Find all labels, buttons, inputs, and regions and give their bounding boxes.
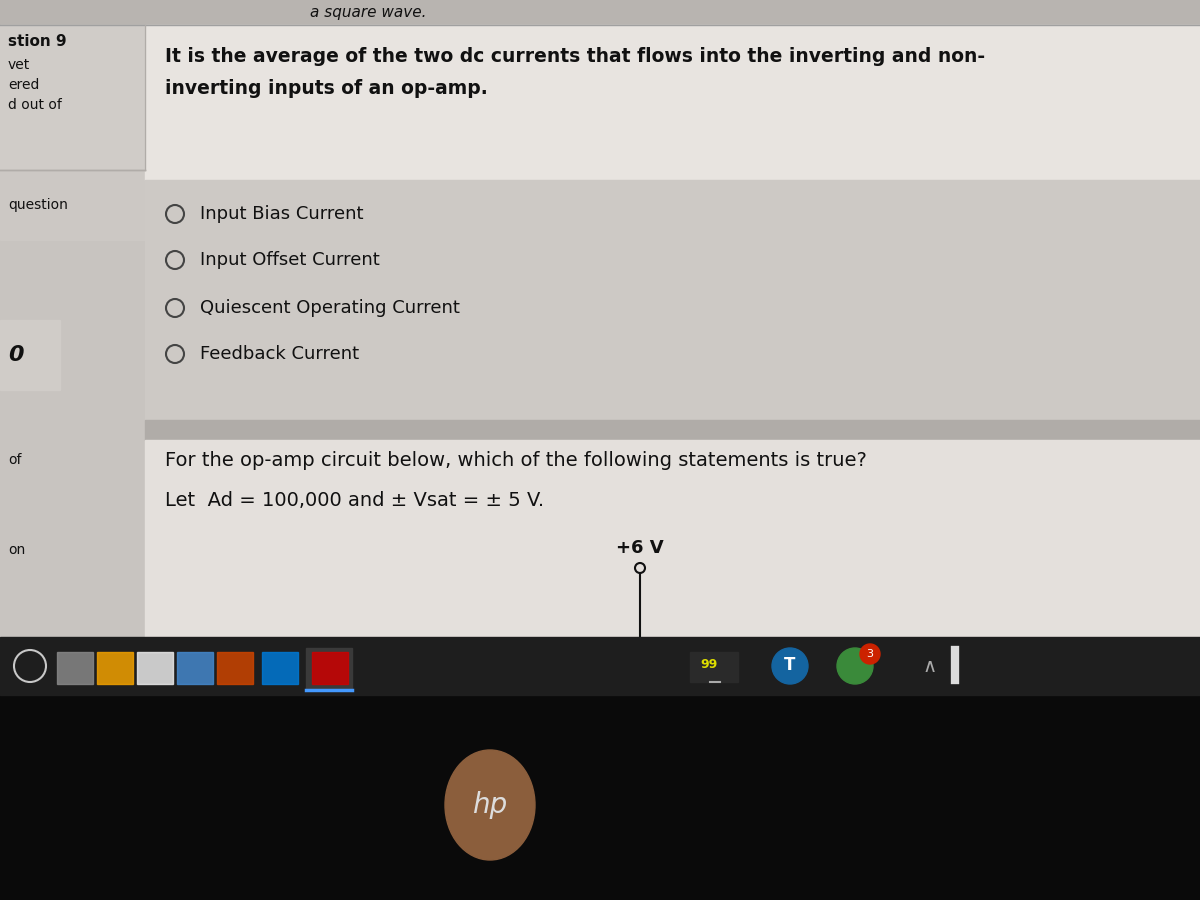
Text: 3: 3 — [866, 649, 874, 659]
Bar — [262, 652, 298, 684]
Bar — [178, 652, 214, 684]
Text: of: of — [8, 453, 22, 467]
Text: T: T — [785, 656, 796, 674]
Bar — [145, 440, 1200, 695]
Text: inverting inputs of an op-amp.: inverting inputs of an op-amp. — [166, 78, 487, 97]
Bar — [306, 648, 352, 688]
Text: a square wave.: a square wave. — [310, 5, 426, 21]
Bar — [0, 170, 145, 240]
Text: Input Bias Current: Input Bias Current — [200, 205, 364, 223]
Ellipse shape — [445, 750, 535, 860]
Bar — [0, 0, 1200, 695]
Bar — [0, 25, 145, 170]
Text: vet: vet — [8, 58, 30, 72]
Bar — [137, 652, 173, 684]
Bar — [217, 652, 253, 684]
Bar — [0, 320, 60, 390]
Text: d out of: d out of — [8, 98, 62, 112]
Circle shape — [772, 648, 808, 684]
Text: +6 V: +6 V — [616, 539, 664, 557]
Text: Input Offset Current: Input Offset Current — [200, 251, 379, 269]
Text: ered: ered — [8, 78, 40, 92]
Bar — [145, 25, 1200, 180]
Text: Let  Ad = 100,000 and ± Vsat = ± 5 V.: Let Ad = 100,000 and ± Vsat = ± 5 V. — [166, 491, 544, 509]
Bar — [58, 652, 94, 684]
Text: 99: 99 — [700, 658, 718, 670]
Bar — [0, 637, 1200, 695]
Text: hp: hp — [473, 791, 508, 819]
Circle shape — [860, 644, 880, 664]
Bar — [0, 0, 1200, 25]
Text: question: question — [8, 198, 68, 212]
Bar — [690, 652, 738, 682]
Bar — [145, 180, 1200, 420]
Bar — [312, 652, 348, 684]
Text: Quiescent Operating Current: Quiescent Operating Current — [200, 299, 460, 317]
Bar — [145, 420, 1200, 440]
Text: ∧: ∧ — [923, 656, 937, 676]
Text: 0: 0 — [8, 345, 24, 365]
Text: Feedback Current: Feedback Current — [200, 345, 359, 363]
Text: stion 9: stion 9 — [8, 34, 67, 50]
Text: It is the average of the two dc currents that flows into the inverting and non-: It is the average of the two dc currents… — [166, 48, 985, 67]
Text: For the op-amp circuit below, which of the following statements is true?: For the op-amp circuit below, which of t… — [166, 451, 866, 470]
Circle shape — [838, 648, 874, 684]
Bar — [0, 695, 1200, 900]
Bar — [97, 652, 133, 684]
Text: on: on — [8, 543, 25, 557]
